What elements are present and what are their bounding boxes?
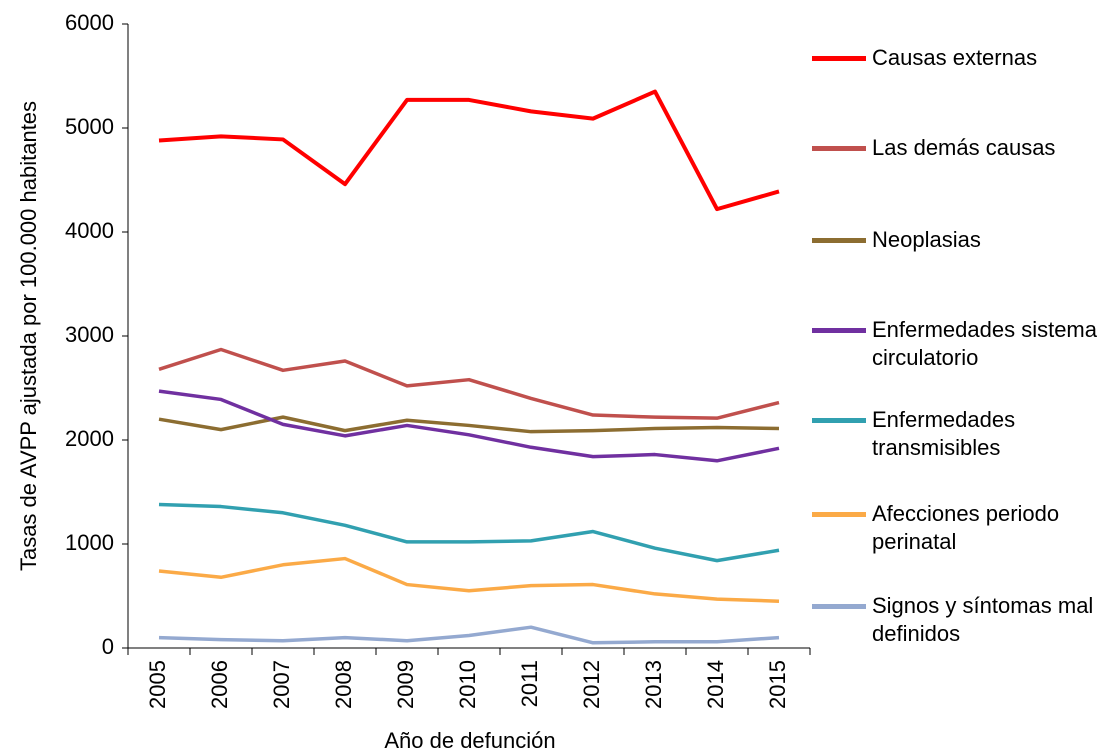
series-line: [158, 89, 780, 212]
legend-entry: Neoplasias: [812, 226, 1112, 254]
series-line: [158, 347, 780, 420]
legend-label: Neoplasias: [872, 227, 981, 252]
series-line: [158, 556, 780, 603]
series-line: [158, 389, 780, 463]
legend-swatch: [812, 512, 866, 517]
legend-entry: Enfermedades sistema circulatorio: [812, 316, 1112, 372]
y-tick-label: 4000: [65, 218, 114, 243]
legend-entry: Enfermedades transmisibles: [812, 406, 1112, 462]
series-line: [158, 415, 780, 434]
legend-swatch: [812, 604, 866, 609]
x-tick-label: 2010: [455, 660, 480, 709]
x-tick-label: 2011: [517, 660, 542, 707]
legend-label: Enfermedades sistema circulatorio: [872, 317, 1097, 370]
legend-swatch: [812, 146, 866, 151]
y-tick-label: 0: [102, 634, 114, 659]
legend-label: Causas externas: [872, 45, 1038, 70]
legend-entry: Las demás causas: [812, 134, 1112, 162]
y-tick-label: 2000: [65, 426, 114, 451]
x-tick-label: 2009: [393, 660, 418, 709]
x-tick-label: 2008: [331, 660, 356, 709]
y-tick-label: 5000: [65, 114, 114, 139]
legend-entry: Signos y síntomas mal definidos: [812, 592, 1112, 648]
x-tick-label: 2014: [703, 660, 728, 709]
legend-swatch: [812, 56, 866, 61]
x-tick-label: 2005: [145, 660, 170, 709]
series-line: [158, 625, 780, 645]
legend-swatch: [812, 418, 866, 423]
y-tick-label: 1000: [65, 530, 114, 555]
legend-label: Signos y síntomas mal definidos: [872, 593, 1094, 646]
legend-label: Afecciones periodo perinatal: [872, 501, 1060, 554]
x-tick-label: 2012: [579, 660, 604, 709]
x-tick-label: 2006: [207, 660, 232, 709]
y-axis-title: Tasas de AVPP ajustada por 100.000 habit…: [16, 101, 41, 571]
legend-label: Las demás causas: [872, 135, 1056, 160]
x-tick-label: 2015: [765, 660, 790, 709]
legend-label: Enfermedades transmisibles: [872, 407, 1016, 460]
x-axis-title: Año de defunción: [384, 728, 555, 753]
y-tick-label: 3000: [65, 322, 114, 347]
x-tick-label: 2013: [641, 660, 666, 709]
legend-entry: Afecciones periodo perinatal: [812, 500, 1112, 556]
legend-entry: Causas externas: [812, 44, 1112, 72]
series-line: [158, 502, 780, 563]
legend-swatch: [812, 238, 866, 243]
x-tick-label: 2007: [269, 660, 294, 709]
y-tick-label: 6000: [65, 10, 114, 35]
legend-swatch: [812, 328, 866, 333]
